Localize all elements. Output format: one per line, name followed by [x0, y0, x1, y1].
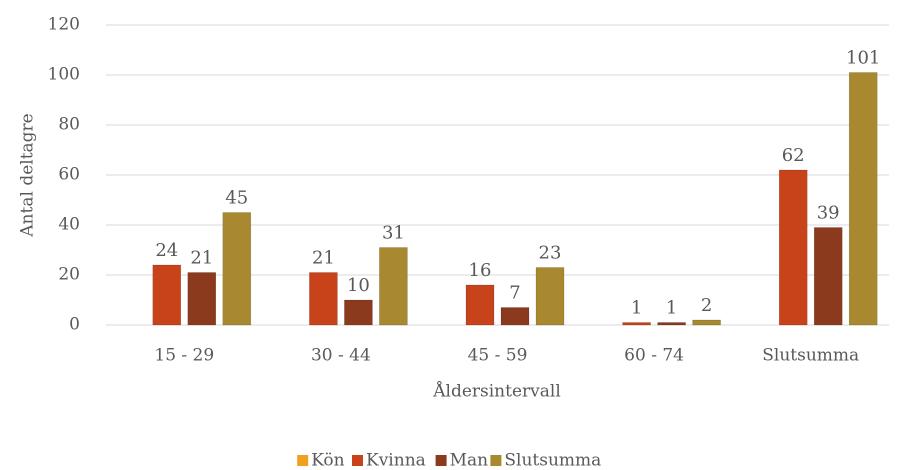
- y-tick-label: 80: [58, 115, 80, 135]
- bar: [778, 169, 808, 326]
- y-tick-label: 100: [48, 65, 80, 85]
- data-label: 45: [225, 188, 248, 209]
- bar: [657, 322, 686, 326]
- data-label: 1: [631, 298, 642, 319]
- y-tick-label: 0: [69, 315, 80, 335]
- legend-label: Kön: [311, 451, 344, 470]
- bar: [379, 247, 408, 326]
- x-tick-label: 45 - 59: [468, 346, 528, 366]
- x-axis-label: Åldersintervall: [432, 381, 561, 402]
- bar: [187, 272, 217, 326]
- legend-swatch: [297, 455, 309, 466]
- bar: [152, 264, 182, 326]
- legend-label: Slutsumma: [504, 451, 601, 470]
- legend-label: Kvinna: [366, 451, 426, 470]
- bar: [222, 212, 252, 326]
- bar: [344, 299, 373, 326]
- bar: [848, 72, 878, 326]
- y-tick-label: 60: [58, 165, 80, 185]
- data-label: 21: [312, 248, 335, 269]
- data-label: 62: [782, 145, 805, 166]
- data-label: 7: [509, 283, 520, 304]
- bar: [309, 272, 338, 326]
- legend-swatch: [352, 455, 363, 466]
- data-label: 1: [666, 298, 677, 319]
- x-tick-label: 60 - 74: [624, 346, 684, 366]
- y-tick-label: 40: [58, 215, 80, 235]
- legend-label: Man: [450, 451, 489, 470]
- x-tick-label: 15 - 29: [154, 346, 214, 366]
- data-label: 39: [817, 203, 840, 224]
- data-label: 10: [347, 275, 370, 296]
- x-tick-label: Slutsumma: [762, 346, 859, 366]
- data-label: 16: [469, 260, 492, 281]
- bar: [465, 284, 495, 326]
- x-tick-label: 30 - 44: [311, 346, 371, 366]
- bar: [535, 267, 565, 326]
- y-tick-label: 20: [58, 265, 80, 285]
- y-axis-label: Antal deltagre: [18, 113, 38, 237]
- bar: [500, 307, 530, 326]
- y-tick-label: 120: [48, 15, 80, 35]
- data-label: 2: [701, 295, 712, 316]
- bar: [622, 322, 651, 326]
- data-label: 31: [382, 223, 405, 244]
- bar: [692, 319, 721, 326]
- legend-swatch: [490, 455, 502, 466]
- data-label: 24: [155, 240, 178, 261]
- data-label: 21: [190, 248, 213, 269]
- data-label: 23: [539, 243, 562, 264]
- data-label: 101: [846, 48, 880, 69]
- bar: [813, 227, 843, 326]
- legend-swatch: [435, 455, 447, 466]
